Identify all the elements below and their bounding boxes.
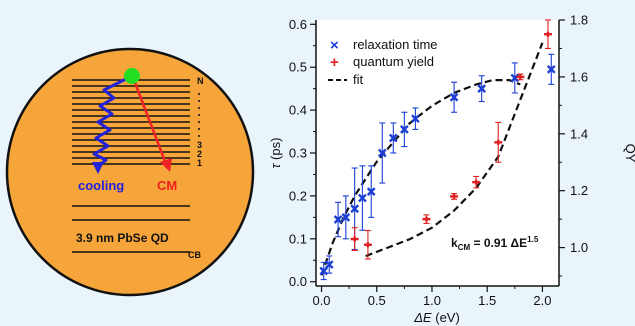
- level-dot: [198, 121, 200, 123]
- x-tick-label: 2.0: [533, 293, 551, 308]
- quantum-dot-diagram: N 3 2 1 cooling CM 3.9 nm PbSe QD CB: [5, 47, 255, 297]
- legend-marker-relaxation: ×: [330, 37, 339, 54]
- electron-icon: [124, 68, 140, 84]
- y-tick-label: 0.0: [289, 274, 307, 289]
- y-axis-title: τ (ps): [268, 138, 283, 169]
- relaxation-point: [388, 122, 398, 154]
- legend: × relaxation time + quantum yield fit: [328, 37, 438, 87]
- quantum-yield-point: [422, 214, 431, 224]
- relaxation-point: [411, 107, 420, 130]
- relaxation-point: [341, 195, 351, 240]
- quantum-yield-point: [516, 73, 525, 81]
- legend-label-fit: fit: [353, 72, 364, 87]
- y-tick-label: 0.1: [289, 231, 307, 246]
- quantum-yield-point: [350, 227, 359, 251]
- relaxation-point: [400, 111, 409, 148]
- y-tick-label: 0.5: [289, 60, 307, 75]
- chart: 0.0 0.5 1.0 1.5 2.0 0.0 0.1 0.2 0.3 0.4 0.5 0.6 1.0 1…: [268, 13, 635, 326]
- relaxation-point: [546, 53, 556, 85]
- level-dot: [198, 107, 200, 109]
- series-marks: [319, 19, 556, 281]
- relaxation-point: [449, 81, 459, 113]
- fit-curve-2: [365, 42, 544, 258]
- y-tick-label: 0.3: [289, 146, 307, 161]
- conduction-band-label: CB: [188, 250, 201, 260]
- legend-label-quantum-yield: quantum yield: [353, 54, 434, 69]
- cooling-label: cooling: [78, 178, 124, 193]
- level-label-1: 1: [197, 158, 202, 168]
- relaxation-point: [358, 165, 367, 231]
- relaxation-point: [510, 62, 520, 94]
- y-tick-label: 0.4: [289, 103, 307, 118]
- quantum-yield-point: [494, 121, 503, 163]
- quantum-yield-point: [543, 19, 552, 49]
- relaxation-point: [333, 201, 343, 238]
- relaxation-point: [366, 165, 376, 218]
- level-continuation-dots: [198, 93, 200, 137]
- y-tick-label: 0.2: [289, 188, 307, 203]
- y2-axis-title: QY: [623, 144, 635, 163]
- level-dot: [198, 114, 200, 116]
- energy-levels: [72, 79, 190, 253]
- y2-tick-label: 1.0: [570, 240, 588, 255]
- legend-label-relaxation: relaxation time: [353, 37, 438, 52]
- level-label-2: 2: [197, 149, 202, 159]
- level-dot: [198, 128, 200, 130]
- quantum-yield-point: [472, 175, 481, 189]
- y2-tick-label: 1.6: [570, 69, 588, 84]
- level-label-3: 3: [197, 140, 202, 150]
- cm-label: CM: [157, 178, 177, 193]
- x-tick-label: 0.5: [368, 293, 386, 308]
- relaxation-point: [477, 75, 487, 103]
- quantum-yield-point: [450, 192, 459, 200]
- relaxation-point: [377, 122, 387, 184]
- quantum-dot-circle: [5, 47, 255, 297]
- relaxation-point: [324, 255, 334, 274]
- y-tick-label: 0.6: [289, 17, 307, 32]
- axes: [310, 19, 565, 292]
- cm-arrowhead: [160, 158, 172, 172]
- tick-labels: 0.0 0.5 1.0 1.5 2.0 0.0 0.1 0.2 0.3 0.4 0.5 0.6 1.0 1…: [289, 13, 588, 309]
- quantum-yield-point: [363, 229, 372, 260]
- y2-tick-label: 1.4: [570, 126, 588, 141]
- cooling-arrowhead: [92, 162, 104, 174]
- fit-equation-annotation: kCM = 0.91 ΔE1.5: [451, 235, 539, 252]
- x-tick-label: 1.0: [423, 293, 441, 308]
- plot-area: [316, 20, 559, 286]
- legend-marker-quantum-yield: +: [330, 54, 339, 71]
- y2-tick-label: 1.2: [570, 183, 588, 198]
- cm-arrow: [132, 79, 168, 165]
- cooling-arrow: [92, 76, 129, 168]
- x-tick-label: 1.5: [478, 293, 496, 308]
- y2-tick-label: 1.8: [570, 13, 588, 28]
- qd-size-label: 3.9 nm PbSe QD: [76, 231, 169, 245]
- level-dot: [198, 135, 200, 137]
- level-label-n: N: [197, 76, 204, 86]
- x-tick-label: 0.0: [312, 293, 330, 308]
- level-dot: [198, 93, 200, 95]
- level-dot: [198, 100, 200, 102]
- x-axis-title: ΔE (eV): [413, 310, 460, 325]
